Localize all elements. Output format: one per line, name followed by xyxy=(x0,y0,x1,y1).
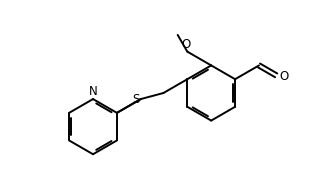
Text: S: S xyxy=(132,93,140,106)
Text: O: O xyxy=(279,70,288,83)
Text: N: N xyxy=(89,85,97,98)
Text: O: O xyxy=(182,38,191,51)
